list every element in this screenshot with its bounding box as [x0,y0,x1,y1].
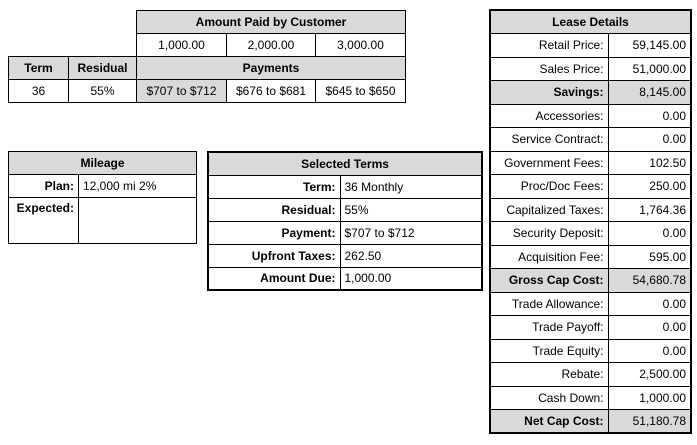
lease-label: Trade Allowance: [489,291,609,316]
lease-value: 0.00 [607,103,692,128]
payment-option[interactable]: $676 to $681 [226,79,316,103]
terms-label: Payment: [207,220,341,245]
terms-label: Amount Due: [207,266,341,291]
lease-details-panel: Lease Details Retail Price: 59,145.00 Sal… [489,9,692,434]
lease-label: Security Deposit: [489,221,609,246]
lease-value: 250.00 [607,174,692,199]
payments-grid: Amount Paid by Customer 1,000.00 2,000.0… [8,10,407,103]
lease-label: Gross Cap Cost: [489,268,609,293]
terms-value: 1,000.00 [339,266,483,291]
lease-label: Capitalized Taxes: [489,197,609,222]
residual-header: Residual [68,56,137,80]
mileage-panel: Mileage Plan: 12,000 mi 2% Expected: [7,151,198,244]
lease-label: Trade Payoff: [489,315,609,340]
terms-label: Residual: [207,197,341,222]
lease-label: Government Fees: [489,150,609,175]
lease-value: 0.00 [607,291,692,316]
lease-value: 102.50 [607,150,692,175]
terms-label: Upfront Taxes: [207,243,341,268]
term-value: 36 [8,79,69,103]
lease-label: Rebate: [489,362,609,387]
lease-label: Sales Price: [489,56,609,81]
residual-value: 55% [68,79,137,103]
terms-value: 55% [339,197,483,222]
lease-value: 51,180.78 [607,409,692,434]
amount-option: 3,000.00 [314,33,407,57]
lease-value: 2,500.00 [607,362,692,387]
lease-label: Acquisition Fee: [489,244,609,269]
terms-value: 262.50 [339,243,483,268]
lease-label: Accessories: [489,103,609,128]
lease-value: 1,764.36 [607,197,692,222]
lease-value: 8,145.00 [607,80,692,105]
plan-label: Plan: [8,174,79,198]
term-header: Term [8,56,69,80]
lease-label: Cash Down: [489,385,609,410]
payment-option[interactable]: $645 to $650 [314,79,407,103]
lease-label: Trade Equity: [489,338,609,363]
selected-terms-panel: Selected Terms Term: 36 Monthly Residual… [207,151,484,291]
payment-option-selected[interactable]: $707 to $712 [136,79,227,103]
lease-label: Savings: [489,80,609,105]
lease-value: 0.00 [607,127,692,152]
mileage-header: Mileage [7,151,198,175]
expected-label: Expected: [8,197,79,244]
lease-value: 51,000.00 [607,56,692,81]
lease-details-header: Lease Details [489,9,692,34]
lease-value: 59,145.00 [607,33,692,58]
amount-option: 1,000.00 [136,33,227,57]
expected-value [77,197,198,244]
amount-paid-header: Amount Paid by Customer [135,10,407,34]
terms-value: $707 to $712 [339,220,483,245]
lease-value: 0.00 [607,338,692,363]
lease-value: 595.00 [607,244,692,269]
lease-value: 1,000.00 [607,385,692,410]
amount-option: 2,000.00 [226,33,316,57]
lease-value: 54,680.78 [607,268,692,293]
lease-value: 0.00 [607,315,692,340]
terms-label: Term: [207,174,341,199]
plan-value: 12,000 mi 2% [77,174,198,198]
lease-label: Retail Price: [489,33,609,58]
lease-value: 0.00 [607,221,692,246]
lease-label: Service Contract: [489,127,609,152]
terms-value: 36 Monthly [339,174,483,199]
payments-header: Payments [135,56,407,80]
selected-terms-header: Selected Terms [207,151,483,176]
lease-label: Net Cap Cost: [489,409,609,434]
lease-label: Proc/Doc Fees: [489,174,609,199]
